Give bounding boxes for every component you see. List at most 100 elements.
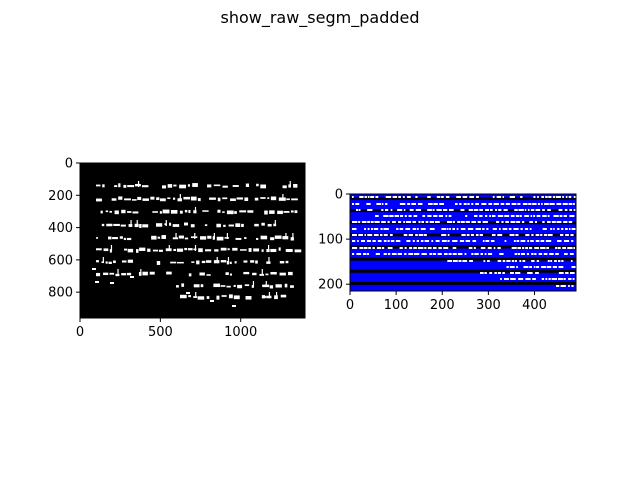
left-stroke xyxy=(267,223,272,227)
left-stroke xyxy=(279,261,285,264)
right-stroke xyxy=(402,196,405,198)
right-ytick-label: 200 xyxy=(318,278,343,293)
left-stroke xyxy=(156,261,161,265)
right-black-band xyxy=(350,197,576,200)
right-stroke xyxy=(460,221,465,223)
right-stroke xyxy=(352,228,357,230)
left-stroke xyxy=(102,257,104,263)
right-stroke xyxy=(489,272,493,274)
right-stroke xyxy=(526,253,530,255)
left-stroke xyxy=(254,197,259,201)
left-stroke xyxy=(126,272,132,276)
right-stroke xyxy=(356,253,362,255)
right-stroke xyxy=(358,234,364,236)
right-stroke xyxy=(375,253,380,255)
left-stroke xyxy=(270,196,277,201)
right-stroke xyxy=(376,203,382,205)
left-ytick-label: 200 xyxy=(48,189,73,204)
right-stroke xyxy=(531,260,535,262)
right-stroke xyxy=(529,266,532,268)
right-stroke xyxy=(367,234,373,236)
left-stroke xyxy=(156,223,163,227)
right-stroke xyxy=(433,215,438,217)
right-stroke xyxy=(437,253,442,255)
right-stroke xyxy=(367,196,370,198)
left-stroke xyxy=(255,260,258,264)
right-stroke xyxy=(471,203,474,205)
right-stroke xyxy=(513,240,516,242)
right-stroke xyxy=(552,196,556,198)
right-stroke xyxy=(438,215,443,217)
right-stroke xyxy=(565,228,568,230)
left-stroke xyxy=(186,292,190,294)
right-stroke xyxy=(524,209,527,211)
right-stroke xyxy=(545,240,552,242)
left-stroke xyxy=(170,209,178,214)
right-stroke xyxy=(413,215,418,217)
right-stroke xyxy=(412,221,417,223)
right-stroke xyxy=(399,247,403,249)
right-stroke xyxy=(414,253,420,255)
left-stroke xyxy=(173,248,177,252)
right-stroke xyxy=(559,215,563,217)
right-stroke xyxy=(505,203,510,205)
left-stroke xyxy=(183,196,191,200)
left-stroke xyxy=(139,223,142,228)
right-stroke xyxy=(436,196,441,198)
right-stroke xyxy=(359,247,364,249)
right-stroke xyxy=(569,215,575,217)
left-stroke xyxy=(229,273,232,276)
left-stroke xyxy=(233,284,236,287)
right-stroke xyxy=(352,196,354,198)
left-stroke xyxy=(123,184,127,188)
right-stroke xyxy=(364,234,367,236)
left-stroke xyxy=(205,260,212,263)
left-stroke xyxy=(214,249,219,252)
left-ytick-label: 800 xyxy=(48,286,73,301)
right-stroke xyxy=(380,228,383,230)
right-stroke xyxy=(524,228,529,230)
right-stroke xyxy=(480,247,486,249)
left-stroke xyxy=(173,197,176,200)
right-stroke xyxy=(385,196,392,198)
left-stroke xyxy=(220,260,227,263)
right-stroke xyxy=(412,228,417,230)
right-stroke xyxy=(568,203,573,205)
right-stroke xyxy=(387,240,390,242)
left-stroke xyxy=(232,247,238,251)
left-stroke xyxy=(96,237,99,239)
right-stroke xyxy=(420,228,426,230)
right-stroke xyxy=(549,203,555,205)
left-stroke xyxy=(159,249,163,252)
right-stroke xyxy=(432,253,436,255)
left-stroke xyxy=(108,236,112,240)
right-black-band xyxy=(350,245,576,249)
right-stroke xyxy=(424,247,427,249)
left-stroke xyxy=(95,281,99,283)
right-stroke xyxy=(372,247,375,249)
left-stroke xyxy=(96,248,102,251)
right-stroke xyxy=(448,209,454,211)
left-stroke xyxy=(167,197,171,200)
right-stroke xyxy=(511,260,514,262)
left-stroke xyxy=(289,181,291,187)
left-stroke xyxy=(195,292,197,298)
right-stroke xyxy=(545,278,548,280)
right-stroke xyxy=(571,266,577,268)
left-stroke xyxy=(179,210,183,214)
right-xtick-label: 400 xyxy=(522,298,547,313)
left-stroke xyxy=(152,211,158,213)
right-stroke xyxy=(553,215,559,217)
left-stroke xyxy=(100,210,103,214)
left-stroke xyxy=(194,207,197,213)
left-stroke xyxy=(192,183,198,187)
right-stroke xyxy=(409,209,414,211)
right-stroke xyxy=(449,228,451,230)
right-stroke xyxy=(493,247,496,249)
right-stroke xyxy=(387,221,390,223)
right-stroke xyxy=(367,228,370,230)
right-stroke xyxy=(473,247,476,249)
left-stroke xyxy=(162,185,167,189)
right-stroke xyxy=(527,209,530,211)
left-stroke xyxy=(270,271,277,275)
